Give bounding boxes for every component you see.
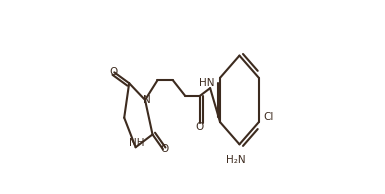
Text: O: O — [161, 144, 169, 154]
Text: HN: HN — [199, 78, 215, 88]
Text: N: N — [143, 95, 151, 105]
Text: NH: NH — [129, 138, 144, 148]
Text: H₂N: H₂N — [226, 155, 245, 165]
Text: Cl: Cl — [264, 112, 274, 122]
Text: O: O — [109, 67, 117, 77]
Text: O: O — [196, 122, 204, 132]
